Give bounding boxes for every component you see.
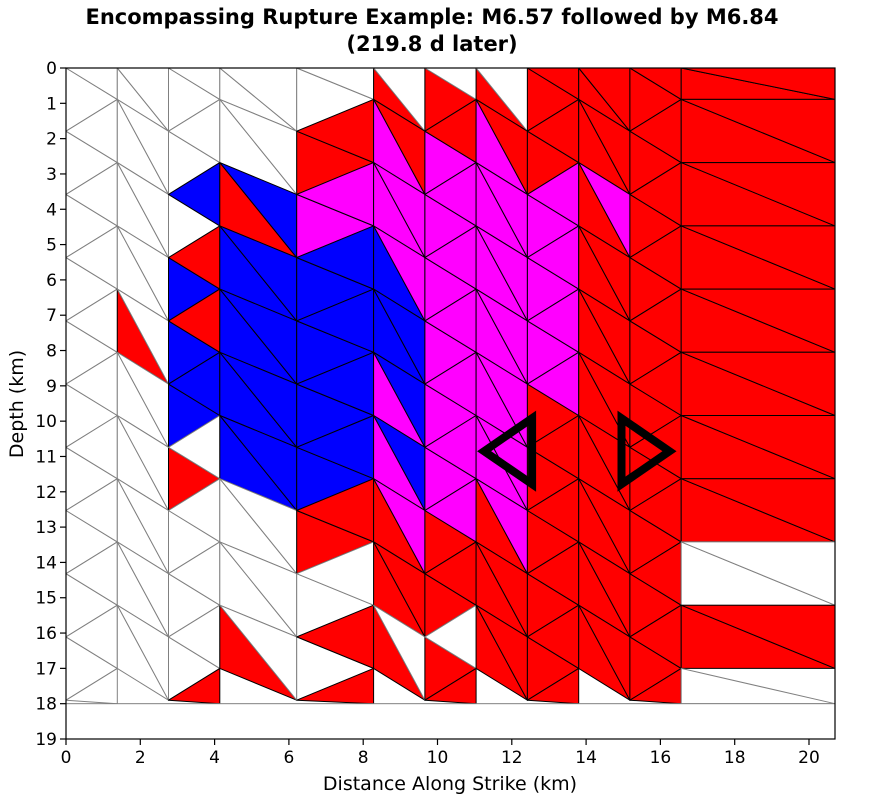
y-tick-label: 12	[35, 483, 57, 503]
y-tick-label: 1	[46, 94, 57, 114]
x-tick-label: 10	[427, 748, 449, 768]
y-tick-label: 2	[46, 130, 57, 150]
y-tick-label: 7	[46, 306, 57, 326]
y-tick-label: 5	[46, 236, 57, 256]
x-axis-ticks: 0 2 4 6 8 10 12 14 16 18 20	[61, 739, 820, 768]
hypocenter-marker-left	[477, 410, 537, 492]
x-tick-label: 18	[724, 748, 746, 768]
mesh-triangle	[526, 667, 580, 705]
y-tick-label: 16	[35, 624, 57, 644]
y-tick-label: 15	[35, 589, 57, 609]
x-tick-label: 2	[135, 748, 146, 768]
x-axis-label: Distance Along Strike (km)	[323, 773, 577, 795]
mesh-triangle	[168, 667, 221, 705]
mesh-bottom-strip	[65, 703, 836, 740]
chart-title-line-1: Encompassing Rupture Example: M6.57 foll…	[85, 5, 778, 29]
x-tick-label: 20	[798, 748, 820, 768]
fault-mesh	[65, 67, 836, 740]
hypocenter-marker-right	[617, 410, 677, 492]
x-tick-label: 4	[209, 748, 220, 768]
y-tick-label: 13	[35, 518, 57, 538]
x-tick-label: 12	[501, 748, 523, 768]
y-tick-label: 19	[35, 730, 57, 750]
x-tick-label: 16	[650, 748, 672, 768]
x-tick-label: 14	[575, 748, 597, 768]
x-tick-label: 0	[61, 748, 72, 768]
mesh-triangle	[424, 667, 477, 705]
mesh-triangle	[65, 667, 118, 705]
plot-frame	[65, 67, 836, 740]
y-tick-label: 8	[46, 342, 57, 362]
chart-title-line-2: (219.8 d later)	[346, 32, 517, 56]
y-axis-label: Depth (km)	[6, 350, 28, 458]
y-tick-label: 9	[46, 377, 57, 397]
y-tick-label: 14	[35, 553, 57, 573]
y-tick-label: 4	[46, 200, 57, 220]
y-tick-label: 3	[46, 165, 57, 185]
x-tick-label: 8	[358, 748, 369, 768]
y-tick-label: 10	[35, 412, 57, 432]
mesh-triangle	[680, 667, 836, 705]
mesh-triangle	[296, 667, 375, 705]
x-tick-label: 6	[283, 748, 294, 768]
y-tick-label: 17	[35, 659, 57, 679]
hypocenter-markers	[477, 410, 677, 492]
y-tick-label: 0	[46, 59, 57, 79]
y-tick-label: 11	[35, 447, 57, 467]
y-tick-label: 18	[35, 695, 57, 715]
y-tick-label: 6	[46, 271, 57, 291]
